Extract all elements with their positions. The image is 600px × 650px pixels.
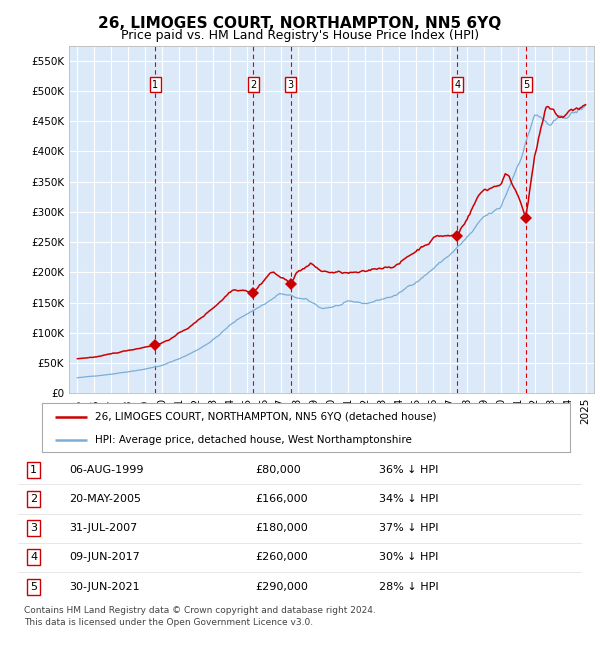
Text: 34% ↓ HPI: 34% ↓ HPI: [379, 494, 439, 504]
Text: 09-JUN-2017: 09-JUN-2017: [69, 552, 140, 562]
Text: £290,000: £290,000: [255, 582, 308, 592]
Text: £260,000: £260,000: [255, 552, 308, 562]
Text: 4: 4: [30, 552, 37, 562]
Text: 31-JUL-2007: 31-JUL-2007: [69, 523, 137, 533]
Text: 26, LIMOGES COURT, NORTHAMPTON, NN5 6YQ: 26, LIMOGES COURT, NORTHAMPTON, NN5 6YQ: [98, 16, 502, 31]
Text: 30-JUN-2021: 30-JUN-2021: [69, 582, 139, 592]
Text: 26, LIMOGES COURT, NORTHAMPTON, NN5 6YQ (detached house): 26, LIMOGES COURT, NORTHAMPTON, NN5 6YQ …: [95, 411, 436, 422]
Text: 1: 1: [152, 80, 158, 90]
Text: Price paid vs. HM Land Registry's House Price Index (HPI): Price paid vs. HM Land Registry's House …: [121, 29, 479, 42]
Text: 4: 4: [454, 80, 460, 90]
Text: 5: 5: [523, 80, 529, 90]
Text: HPI: Average price, detached house, West Northamptonshire: HPI: Average price, detached house, West…: [95, 435, 412, 445]
Text: Contains HM Land Registry data © Crown copyright and database right 2024.
This d: Contains HM Land Registry data © Crown c…: [24, 606, 376, 627]
Text: 20-MAY-2005: 20-MAY-2005: [69, 494, 141, 504]
Text: 36% ↓ HPI: 36% ↓ HPI: [379, 465, 439, 474]
Text: 3: 3: [287, 80, 293, 90]
Text: 1: 1: [30, 465, 37, 474]
Text: £166,000: £166,000: [255, 494, 308, 504]
Text: 3: 3: [30, 523, 37, 533]
Text: 37% ↓ HPI: 37% ↓ HPI: [379, 523, 439, 533]
Text: £80,000: £80,000: [255, 465, 301, 474]
Text: 5: 5: [30, 582, 37, 592]
Text: 2: 2: [30, 494, 37, 504]
Text: 28% ↓ HPI: 28% ↓ HPI: [379, 582, 439, 592]
Text: 30% ↓ HPI: 30% ↓ HPI: [379, 552, 439, 562]
Text: 06-AUG-1999: 06-AUG-1999: [69, 465, 143, 474]
Text: 2: 2: [250, 80, 256, 90]
Text: £180,000: £180,000: [255, 523, 308, 533]
